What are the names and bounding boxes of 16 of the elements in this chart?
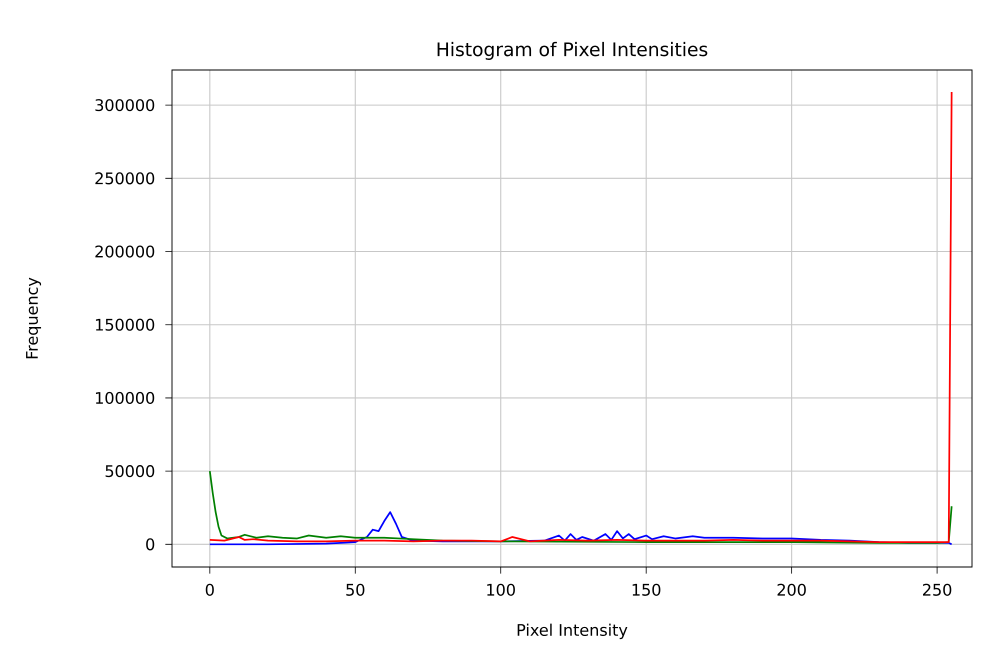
y-tick-label: 50000 — [106, 465, 154, 478]
y-tick-label: 0 — [146, 538, 154, 550]
y-tick-label: 200000 — [95, 245, 154, 258]
y-tick-label: 150000 — [96, 318, 154, 331]
y-tick-label: 100000 — [96, 392, 154, 404]
x-tick-label: 150 — [632, 584, 660, 596]
y-tick-label: 300000 — [95, 99, 154, 112]
x-tick-label: 100 — [487, 584, 515, 596]
x-tick-label: 50 — [346, 584, 364, 596]
x-tick-label: 250 — [923, 584, 952, 596]
chart-title: Histogram of Pixel Intensities — [438, 42, 708, 60]
x-tick-label: 200 — [778, 584, 806, 596]
y-axis-title: Frequency — [26, 278, 42, 358]
x-tick-label: 0 — [206, 584, 214, 596]
x-axis-title: Pixel Intensity — [518, 624, 628, 640]
y-tick-label: 250000 — [95, 172, 154, 184]
